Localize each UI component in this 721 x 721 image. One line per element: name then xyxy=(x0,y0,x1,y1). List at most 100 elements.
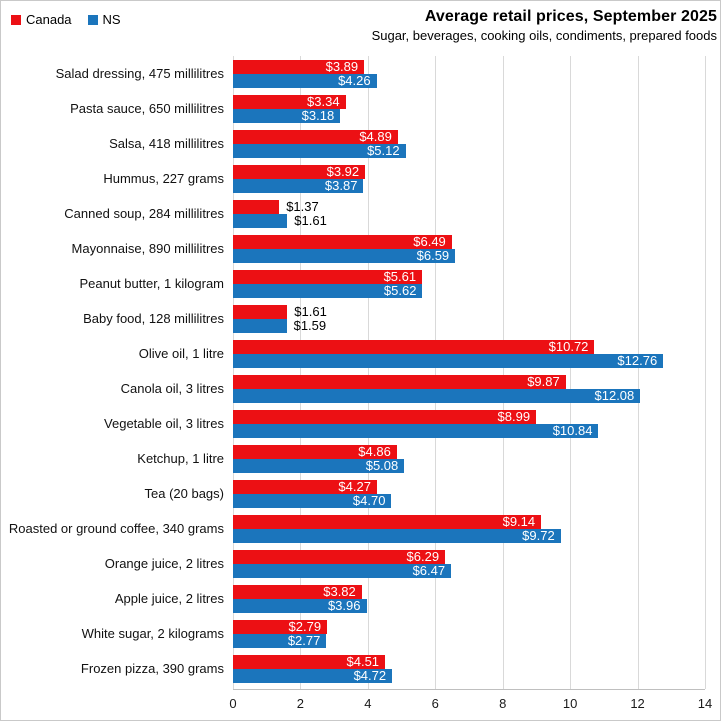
chart-subtitle: Sugar, beverages, cooking oils, condimen… xyxy=(371,28,717,43)
gridline xyxy=(502,56,504,689)
bar-canada: $4.51 xyxy=(233,654,386,669)
value-label-ns: $1.61 xyxy=(294,213,327,228)
bar-rows: Salad dressing, 475 millilitres $3.89 $4.2… xyxy=(2,56,705,686)
bar-group: $8.99 $10.84 xyxy=(233,406,705,441)
x-tick-label: 10 xyxy=(562,696,578,711)
bar-canada: $6.29 xyxy=(233,549,446,564)
gridline xyxy=(570,56,572,689)
bar-group: $1.61 $1.59 xyxy=(233,301,705,336)
bar-group: $3.82 $3.96 xyxy=(233,581,705,616)
bar-group: $9.14 $9.72 xyxy=(233,511,705,546)
value-label-canada: $8.99 xyxy=(497,409,531,424)
category-label: Orange juice, 2 litres xyxy=(104,556,224,571)
value-label-ns: $5.08 xyxy=(365,458,399,473)
bar-ns: $2.77 xyxy=(233,633,327,648)
bar-canada: $4.89 xyxy=(233,129,398,144)
category-label: Ketchup, 1 litre xyxy=(137,451,224,466)
x-tick-label: 12 xyxy=(630,696,645,711)
bar-ns: $3.96 xyxy=(233,598,367,613)
title-block: Average retail prices, September 2025 Su… xyxy=(372,6,717,45)
value-label-canada: $6.29 xyxy=(406,549,440,564)
category-row: Baby food, 128 millilitres $1.61 $1.59 xyxy=(2,301,705,336)
value-label-ns: $6.59 xyxy=(416,248,450,263)
category-row: Hummus, 227 grams $3.92 $3.87 xyxy=(2,161,705,196)
value-label-canada: $4.86 xyxy=(358,444,391,459)
value-label-canada: $1.61 xyxy=(294,304,327,319)
bar-group: $4.86 $5.08 xyxy=(233,441,705,476)
x-tick-label: 2 xyxy=(296,696,305,711)
category-label: Salad dressing, 475 millilitres xyxy=(55,66,224,81)
category-label: Roasted or ground coffee, 340 grams xyxy=(8,521,224,536)
category-row: White sugar, 2 kilograms $2.79 $2.77 xyxy=(2,616,705,651)
chart-title: Average retail prices, September 2025 xyxy=(424,8,717,25)
category-label: Hummus, 227 grams xyxy=(103,171,224,186)
value-label-ns: $5.12 xyxy=(367,143,400,158)
bar-canada: $3.89 xyxy=(233,59,365,74)
value-label-ns: $3.87 xyxy=(324,178,358,193)
category-row: Salad dressing, 475 millilitres $3.89 $4.2… xyxy=(2,56,705,91)
value-label-ns: $3.18 xyxy=(301,108,335,123)
bar-ns: $1.61 xyxy=(233,213,327,228)
bar-canada: $6.49 xyxy=(233,234,452,249)
bar-ns: $10.84 xyxy=(233,423,599,438)
bar-group: $3.34 $3.18 xyxy=(233,91,705,126)
bar-group: $6.49 $6.59 xyxy=(233,231,705,266)
bar-canada: $1.61 xyxy=(233,304,327,319)
value-label-ns: $12.76 xyxy=(617,353,658,368)
bar-canada: $9.87 xyxy=(233,374,566,389)
category-label: Frozen pizza, 390 grams xyxy=(80,661,224,676)
canada-color-swatch-icon xyxy=(11,14,21,25)
bar-canada: $9.14 xyxy=(233,514,542,529)
bar-canada: $3.82 xyxy=(233,584,362,599)
category-row: Orange juice, 2 litres $6.29 $6.47 xyxy=(2,546,705,581)
category-row: Canned soup, 284 millilitres $1.37 $1.61 xyxy=(2,196,705,231)
value-label-ns: $6.47 xyxy=(412,563,446,578)
bar-ns: $3.87 xyxy=(233,178,364,193)
category-label: Peanut butter, 1 kilogram xyxy=(79,276,224,291)
value-label-ns: $5.62 xyxy=(383,283,417,298)
category-row: Pasta sauce, 650 millilitres $3.34 $3.18 xyxy=(2,91,705,126)
category-row: Tea (20 bags) $4.27 $4.70 xyxy=(2,476,705,511)
bar-ns: $5.12 xyxy=(233,143,406,158)
value-label-canada: $4.27 xyxy=(338,479,371,494)
category-label: Salsa, 418 millilitres xyxy=(109,136,224,151)
gridline xyxy=(233,56,234,689)
legend-label-ns: NS xyxy=(102,12,121,27)
x-tick-label: 6 xyxy=(431,696,439,711)
chart-header: Canada NS Average retail prices, Septemb… xyxy=(1,1,720,55)
value-label-canada: $3.92 xyxy=(326,164,360,179)
category-row: Peanut butter, 1 kilogram $5.61 $5.62 xyxy=(2,266,705,301)
value-label-ns: $3.96 xyxy=(327,598,361,613)
value-label-ns: $2.77 xyxy=(287,633,321,648)
value-label-canada: $3.82 xyxy=(323,584,356,599)
category-label: Olive oil, 1 litre xyxy=(138,346,224,361)
category-label: Canola oil, 3 litres xyxy=(120,381,224,396)
value-label-canada: $4.51 xyxy=(346,654,380,669)
bar-ns: $12.08 xyxy=(233,388,641,403)
bar-ns: $4.26 xyxy=(233,73,377,88)
value-label-ns: $9.72 xyxy=(522,528,555,543)
bar-ns: $6.47 xyxy=(233,563,452,578)
value-label-ns: $4.70 xyxy=(352,493,386,508)
bar-ns: $1.59 xyxy=(233,318,326,333)
value-label-canada: $9.14 xyxy=(502,514,536,529)
category-row: Vegetable oil, 3 litres $8.99 $10.84 xyxy=(2,406,705,441)
legend-item-ns: NS xyxy=(87,12,121,27)
bar-ns: $9.72 xyxy=(233,528,561,543)
legend: Canada NS xyxy=(11,12,121,27)
x-axis-ticks: 0 2 4 6 8 10 12 14 xyxy=(229,694,712,714)
bar-canada: $5.61 xyxy=(233,269,423,284)
bar-canada: $4.86 xyxy=(233,444,397,459)
legend-item-canada: Canada xyxy=(11,12,72,27)
bar-canada: $1.37 xyxy=(233,199,319,214)
category-label: Vegetable oil, 3 litres xyxy=(104,416,224,431)
value-label-canada: $4.89 xyxy=(359,129,392,144)
value-label-ns: $1.59 xyxy=(293,318,327,333)
legend-label-canada: Canada xyxy=(26,12,72,27)
bar-ns: $5.62 xyxy=(233,283,423,298)
ns-color-swatch-icon xyxy=(87,14,98,25)
bar-group: $5.61 $5.62 xyxy=(233,266,705,301)
value-label-canada: $1.37 xyxy=(286,199,319,214)
category-label: Baby food, 128 millilitres xyxy=(83,311,224,326)
